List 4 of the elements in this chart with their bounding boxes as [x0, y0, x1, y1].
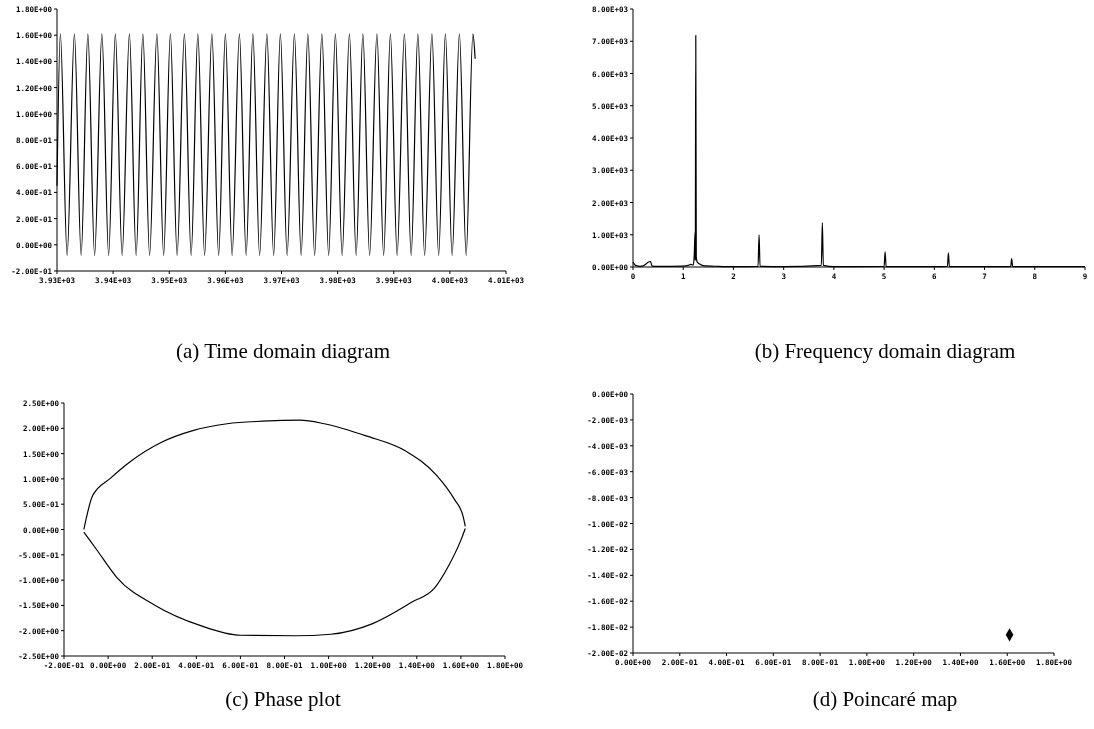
text: (a) Time domain diagram [175, 339, 391, 363]
text: (b) Frequency domain diagram [754, 339, 1016, 363]
text: (d) Poincaré map [812, 687, 958, 711]
text: (c) Phase plot [225, 687, 341, 711]
